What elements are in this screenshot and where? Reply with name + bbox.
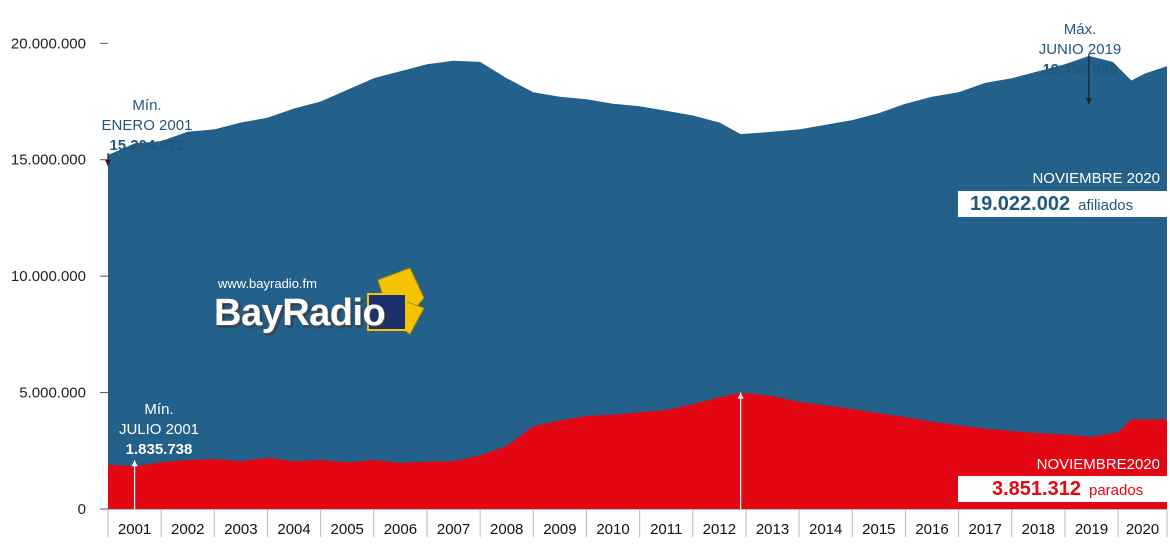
max-afiliados-line1: Máx. bbox=[1063, 21, 1097, 38]
max-afiliados-label: Máx. JUNIO 2019 19.458.689 bbox=[1022, 20, 1138, 80]
last-afiliados-unit: afiliados bbox=[1078, 197, 1134, 214]
max-afiliados-line2: JUNIO 2019 bbox=[1038, 41, 1122, 58]
x-tick-label: 2019 bbox=[1075, 521, 1108, 538]
min-afiliados-value: 15.204.072 bbox=[109, 137, 185, 154]
parados-area bbox=[108, 392, 1167, 509]
min-parados-label: Mín. JULIO 2001 1.835.738 bbox=[104, 400, 214, 460]
x-tick-label: 2020 bbox=[1126, 521, 1159, 538]
min-parados-arrow-head bbox=[131, 460, 138, 467]
min-afiliados-arrow-head bbox=[105, 160, 111, 166]
x-tick-label: 2011 bbox=[650, 521, 682, 538]
min-afiliados-line2: ENERO 2001 bbox=[101, 117, 193, 134]
x-tick-label: 2003 bbox=[224, 521, 257, 538]
bayradio-logo: www.bayradio.fm BayRadio bbox=[210, 268, 430, 348]
x-tick-label: 2001 bbox=[118, 521, 151, 538]
x-tick-label: 2008 bbox=[490, 521, 523, 538]
min-parados-value: 1.835.738 bbox=[125, 441, 193, 458]
last-parados-value: 3.851.312 bbox=[992, 478, 1081, 500]
x-tick-label: 2014 bbox=[809, 521, 842, 538]
logo-name: BayRadio bbox=[214, 292, 386, 334]
x-tick-label: 2007 bbox=[437, 521, 470, 538]
y-tick-label: 10.000.000 bbox=[11, 268, 86, 285]
x-tick-label: 2005 bbox=[331, 521, 364, 538]
max-afiliados-arrow-head bbox=[1085, 98, 1092, 104]
y-tick-label: 0 bbox=[78, 501, 86, 518]
last-afiliados-box: 19.022.002 afiliados bbox=[958, 191, 1168, 217]
max-parados-arrow-head bbox=[737, 392, 744, 399]
min-parados-line1: Mín. bbox=[144, 401, 174, 418]
x-tick-label: 2010 bbox=[596, 521, 629, 538]
x-tick-label: 2009 bbox=[543, 521, 576, 538]
x-tick-label: 2017 bbox=[968, 521, 1001, 538]
x-tick-label: 2002 bbox=[171, 521, 204, 538]
x-tick-label: 2016 bbox=[915, 521, 948, 538]
x-tick-label: 2004 bbox=[277, 521, 310, 538]
x-tick-label: 2015 bbox=[862, 521, 895, 538]
x-tick-label: 2013 bbox=[756, 521, 789, 538]
last-parados-box: 3.851.312 parados bbox=[958, 476, 1168, 502]
y-tick-label: 5.000.000 bbox=[19, 385, 86, 402]
y-tick-label: 20.000.000 bbox=[11, 35, 86, 52]
last-afiliados-value: 19.022.002 bbox=[970, 193, 1071, 215]
afiliados-area bbox=[108, 55, 1167, 510]
max-afiliados-value: 19.458.689 bbox=[1042, 61, 1118, 78]
min-afiliados-line1: Mín. bbox=[132, 97, 162, 114]
logo-url: www.bayradio.fm bbox=[218, 276, 317, 291]
x-tick-label: 2018 bbox=[1022, 521, 1055, 538]
last-parados-unit: parados bbox=[1088, 482, 1144, 499]
y-tick-label: 15.000.000 bbox=[11, 152, 86, 169]
x-tick-label: 2006 bbox=[384, 521, 417, 538]
min-afiliados-label: Mín. ENERO 2001 15.204.072 bbox=[88, 96, 206, 156]
x-tick-label: 2012 bbox=[703, 521, 736, 538]
last-afiliados-caption: NOVIEMBRE 2020 bbox=[1032, 170, 1160, 187]
min-parados-line2: JULIO 2001 bbox=[118, 421, 200, 438]
last-parados-caption: NOVIEMBRE2020 bbox=[1036, 456, 1160, 473]
